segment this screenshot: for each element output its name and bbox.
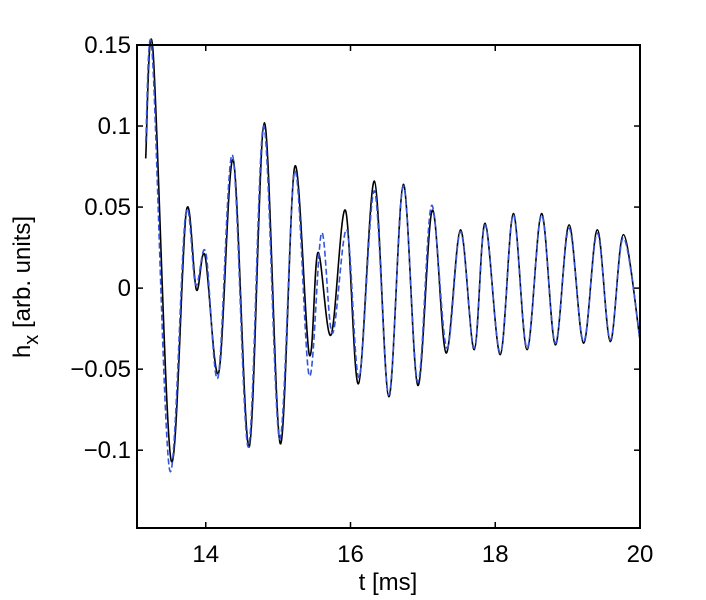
- x-tick-label: 18: [482, 541, 509, 568]
- y-label-rest: [arb. units]: [9, 216, 36, 335]
- plot-frame: [136, 44, 641, 529]
- y-tick-label: −0.1: [84, 437, 131, 464]
- y-label-subscript: x: [21, 335, 43, 345]
- y-tick-label: 0.05: [84, 194, 131, 221]
- y-tick-label: 0.1: [98, 113, 131, 140]
- x-tick-label: 20: [627, 541, 654, 568]
- x-tick-label: 16: [337, 541, 364, 568]
- x-axis-label: t [ms]: [359, 569, 418, 596]
- y-tick-label: 0: [118, 275, 131, 302]
- data-line: [144, 39, 641, 473]
- y-axis-label: hx [arb. units]: [9, 216, 43, 358]
- y-tick-label: −0.05: [70, 356, 131, 383]
- y-tick-label: 0.15: [84, 32, 131, 59]
- y-label-base: h: [9, 345, 36, 358]
- x-tick-label: 14: [192, 541, 219, 568]
